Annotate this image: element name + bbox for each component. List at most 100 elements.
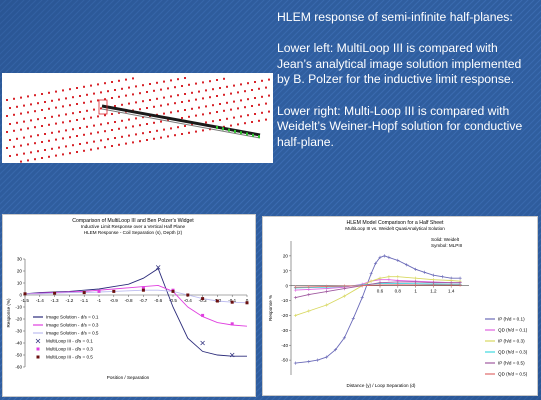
mesh-dot: [41, 109, 43, 111]
x-tick-label: 1.2: [430, 289, 437, 294]
mesh-dot: [30, 135, 32, 138]
mesh-dot: [44, 133, 46, 135]
mesh-dot: [27, 127, 29, 130]
mesh-dot: [13, 145, 15, 148]
mesh-dot: [83, 133, 85, 136]
mesh-dot: [93, 108, 95, 111]
legend-swatch: [36, 347, 40, 351]
x-tick-label: 0.6: [377, 289, 384, 294]
data-point: [53, 291, 57, 295]
series-5: [97, 286, 234, 326]
x-tick-label: 0: [246, 298, 249, 303]
mesh-dot: [93, 92, 95, 95]
x-tick-label: -1.4: [36, 298, 44, 303]
mesh-dot: [65, 145, 67, 148]
mesh-dot: [209, 80, 211, 83]
legend-item: QD (h/d = 0.1): [485, 328, 528, 333]
mesh-dot: [181, 101, 183, 103]
y-tick-label: -30: [15, 329, 22, 334]
legend-item: Image Solution - d/s = 0.3: [33, 323, 99, 328]
mesh-accent-mark: [234, 129, 236, 133]
data-point: [186, 293, 190, 297]
mesh-dot: [188, 83, 190, 86]
series-4: [155, 265, 235, 358]
mesh-dot: [265, 118, 267, 121]
data-point: [414, 267, 418, 271]
mesh-dot: [212, 120, 214, 123]
mesh-dot: [41, 157, 43, 159]
mesh-dot: [244, 122, 246, 125]
mesh-dot: [212, 104, 214, 107]
mesh-dot: [27, 159, 29, 162]
slide-text-block: HLEM response of semi-infinite half-plan…: [277, 10, 535, 166]
data-point: [414, 280, 418, 284]
y-tick-label: 30: [17, 257, 23, 262]
mesh-dot: [167, 119, 169, 122]
legend-item: IP (h/d = 0.1): [485, 317, 525, 322]
data-point: [378, 255, 382, 259]
data-point: [316, 358, 320, 362]
x-tick-label: 1.4: [448, 289, 455, 294]
mesh-dot: [86, 141, 88, 144]
data-point: [171, 289, 175, 293]
data-point: [351, 316, 355, 321]
mesh-dot: [139, 92, 141, 95]
legend-label: MultiLoop III - d/s = 0.5: [46, 355, 93, 360]
mesh-dot: [135, 117, 137, 120]
data-point: [325, 303, 329, 307]
legend-swatch: [36, 355, 40, 359]
legend: Image Solution - d/s = 0.1 Image Solution…: [33, 315, 99, 360]
x-axis-label: Distance (y) / Loop Separation (d): [347, 383, 416, 388]
mesh-dot: [51, 131, 53, 134]
mesh-dot: [34, 110, 36, 113]
data-point: [342, 294, 346, 298]
data-point: [230, 322, 234, 326]
mesh-dot: [79, 95, 81, 97]
mesh-dot: [223, 125, 225, 128]
mesh-dot: [156, 97, 158, 100]
series-line: [295, 255, 461, 364]
mesh-dot: [167, 87, 169, 90]
paragraph-lower-left: Lower left: MultiLoop III is compared wi…: [277, 41, 522, 87]
legend-item: MultiLoop III - d/s = 0.5: [36, 355, 93, 360]
data-point: [396, 275, 400, 279]
data-point: [369, 272, 373, 276]
mesh-dot: [69, 136, 71, 139]
mesh-dot: [51, 115, 53, 118]
chart-subtitle-2: HLEM Response - Coil Separation (s), Dep…: [84, 230, 183, 235]
mesh-dot: [100, 123, 102, 126]
mesh-dot: [188, 99, 190, 102]
mesh-dot: [195, 130, 197, 133]
mesh-dot: [9, 139, 11, 141]
mesh-dot: [23, 104, 25, 107]
mesh-dot: [104, 146, 106, 149]
mesh-dot: [62, 105, 64, 108]
mesh-dot: [34, 94, 36, 97]
y-tick-label: -40: [15, 341, 22, 346]
mesh-dot: [37, 102, 39, 105]
mesh-dot: [258, 119, 260, 122]
mesh-dot: [90, 100, 92, 103]
mesh-dot: [58, 146, 60, 149]
mesh-dot: [111, 113, 113, 115]
mesh-dot: [90, 116, 92, 119]
mesh-dot: [79, 127, 81, 129]
mesh-dot: [83, 101, 85, 104]
mesh-dot: [114, 137, 116, 139]
mesh-dot: [268, 94, 270, 97]
mesh-dot: [90, 84, 92, 87]
mesh-dot: [177, 126, 179, 129]
series-line: [295, 284, 461, 288]
mesh-dot: [205, 89, 207, 92]
y-tick-label: 10: [283, 268, 289, 273]
mesh-dot: [20, 112, 22, 115]
mesh-dot: [100, 139, 102, 142]
mesh-dot: [139, 124, 141, 127]
paragraph-lower-right: Lower right: Multi-Loop III is compared …: [277, 103, 523, 149]
mesh-dot: [111, 97, 113, 99]
mesh-dot: [170, 111, 172, 114]
y-tick-label: -30: [281, 328, 288, 333]
mesh-dot: [97, 99, 99, 102]
chart-title: HLEM Model Comparison for a Half Sheet: [347, 220, 444, 226]
data-point: [373, 261, 378, 265]
